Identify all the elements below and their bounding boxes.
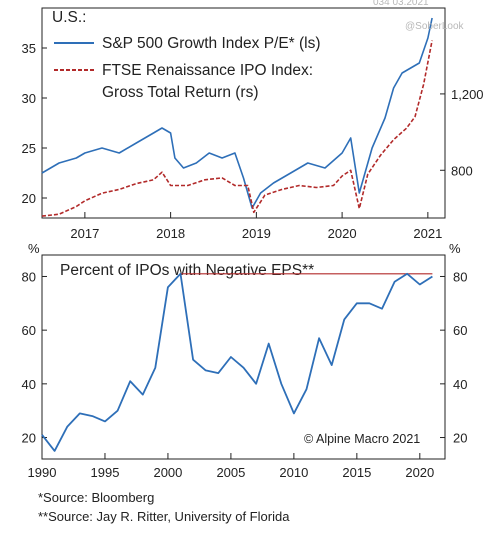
top-x-axis: 2017 2018 2019 2020 2021 bbox=[70, 212, 442, 241]
bottom-x-axis: 1990 1995 2000 2005 2010 2015 2020 bbox=[28, 453, 434, 480]
tick-label-left: 20 bbox=[22, 191, 36, 206]
bottom-left-unit: % bbox=[28, 241, 40, 256]
bottom-panel: % % Percent of IPOs with Negative EPS** … bbox=[22, 241, 468, 480]
tick-label-left: 40 bbox=[22, 377, 36, 392]
tick-label-right: 60 bbox=[453, 323, 467, 338]
tick-label-x: 2015 bbox=[342, 465, 371, 480]
bottom-panel-title: Percent of IPOs with Negative EPS** bbox=[60, 262, 314, 279]
legend: S&P 500 Growth Index P/E* (ls) FTSE Rena… bbox=[54, 35, 321, 101]
bottom-right-axis: 20 40 60 80 bbox=[440, 269, 467, 446]
watermark: @SoberLook bbox=[405, 21, 465, 32]
top-panel: 20 25 30 35 800 1,200 2017 2018 2019 2020 2021 U… bbox=[22, 7, 484, 241]
bottom-plot-frame bbox=[41, 254, 446, 460]
tick-label-right: 80 bbox=[453, 269, 467, 284]
tick-label-x: 1995 bbox=[91, 465, 120, 480]
bottom-left-axis: 20 40 60 80 bbox=[22, 269, 47, 446]
tick-label-right: 40 bbox=[453, 377, 467, 392]
tick-label-left: 35 bbox=[22, 41, 36, 56]
tick-label-x: 1990 bbox=[28, 465, 57, 480]
copyright-note: © Alpine Macro 2021 bbox=[304, 432, 420, 446]
tick-label-x: 2017 bbox=[70, 226, 99, 241]
source-note-bloomberg: *Source: Bloomberg bbox=[38, 490, 155, 505]
source-note-ritter: **Source: Jay R. Ritter, University of F… bbox=[38, 509, 290, 524]
tick-label-x: 2000 bbox=[153, 465, 182, 480]
ipo-index-line bbox=[41, 40, 433, 217]
negative-eps-line bbox=[41, 272, 433, 452]
top-cut-text: 034 03.2021 bbox=[373, 0, 429, 8]
top-plot-frame bbox=[41, 7, 446, 219]
tick-label-x: 2020 bbox=[328, 226, 357, 241]
top-right-axis: 800 1,200 bbox=[440, 87, 484, 178]
tick-label-x: 2018 bbox=[156, 226, 185, 241]
tick-label-x: 2021 bbox=[413, 226, 442, 241]
tick-label-x: 2010 bbox=[279, 465, 308, 480]
tick-label-x: 2005 bbox=[216, 465, 245, 480]
tick-label-left: 20 bbox=[22, 431, 36, 446]
top-left-axis: 20 25 30 35 bbox=[22, 41, 47, 206]
pe-ratio-line bbox=[41, 17, 433, 209]
tick-label-left: 60 bbox=[22, 323, 36, 338]
bottom-right-unit: % bbox=[449, 241, 461, 256]
tick-label-left: 25 bbox=[22, 141, 36, 156]
legend-label-pe: S&P 500 Growth Index P/E* (ls) bbox=[102, 35, 321, 52]
legend-label-ipo-1: FTSE Renaissance IPO Index: bbox=[102, 62, 313, 79]
tick-label-left: 30 bbox=[22, 91, 36, 106]
tick-label-x: 2020 bbox=[405, 465, 434, 480]
tick-label-right: 1,200 bbox=[451, 87, 484, 102]
region-label: U.S.: bbox=[52, 9, 86, 26]
tick-label-right: 20 bbox=[453, 431, 467, 446]
tick-label-x: 2019 bbox=[242, 226, 271, 241]
tick-label-left: 80 bbox=[22, 269, 36, 284]
legend-label-ipo-2: Gross Total Return (rs) bbox=[102, 84, 258, 101]
tick-label-right: 800 bbox=[451, 163, 473, 178]
